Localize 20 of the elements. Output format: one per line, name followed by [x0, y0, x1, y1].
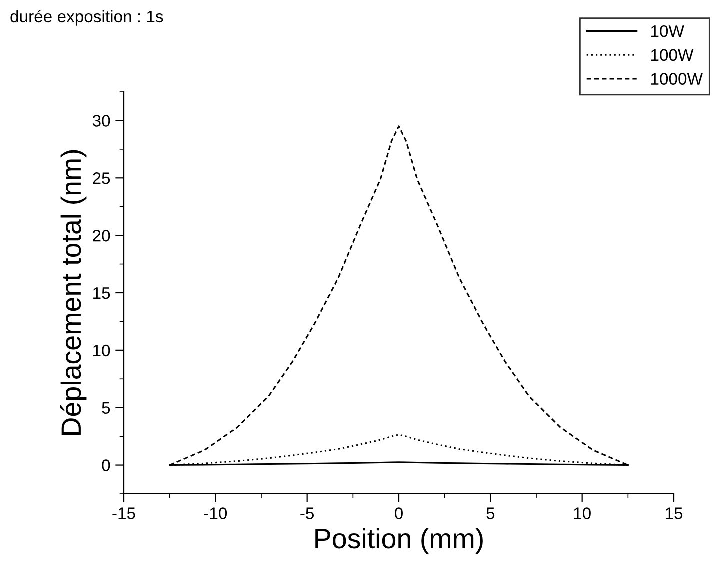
y-tick-label: 5: [102, 402, 110, 414]
y-tick-label: 30: [92, 115, 110, 127]
y-tick-label: 0: [102, 460, 110, 472]
chart-title: durée exposition : 1s: [10, 10, 164, 26]
x-tick-label: -10: [204, 508, 228, 520]
x-tick-label: 10: [574, 508, 591, 520]
y-tick-label: 25: [93, 172, 110, 184]
legend-label: 100W: [651, 49, 694, 62]
x-axis-title: Position (mm): [316, 528, 483, 554]
x-tick-label: 0: [395, 508, 403, 520]
y-tick-label: 20: [93, 230, 110, 242]
y-tick-label: 10: [94, 344, 110, 357]
x-tick-label: -15: [112, 508, 136, 520]
legend-label: 1000W: [651, 73, 703, 85]
y-tick-label: 15: [94, 288, 110, 300]
x-tick-label: 5: [486, 508, 495, 520]
y-axis-title: Déplacement total (nm): [60, 150, 87, 436]
x-tick-label: 15: [666, 508, 683, 520]
x-tick-label: -5: [300, 508, 314, 520]
legend-label: 10W: [651, 25, 684, 38]
